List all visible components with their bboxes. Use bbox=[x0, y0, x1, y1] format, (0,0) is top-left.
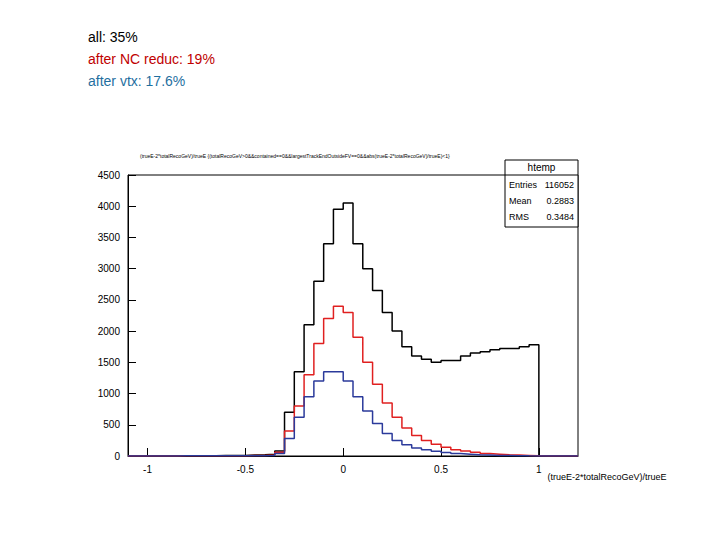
svg-text:after NC reduc: 19%: after NC reduc: 19% bbox=[88, 51, 215, 67]
svg-text:4500: 4500 bbox=[98, 170, 121, 181]
svg-text:htemp: htemp bbox=[528, 162, 556, 173]
svg-text:1: 1 bbox=[536, 464, 542, 475]
svg-text:RMS: RMS bbox=[509, 212, 529, 222]
svg-text:-0.5: -0.5 bbox=[237, 464, 255, 475]
svg-text:500: 500 bbox=[103, 419, 120, 430]
svg-text:1500: 1500 bbox=[98, 357, 121, 368]
svg-text:1000: 1000 bbox=[98, 388, 121, 399]
svg-text:116052: 116052 bbox=[545, 180, 574, 190]
svg-text:0: 0 bbox=[340, 464, 346, 475]
svg-text:(trueE-2*totalRecoGeV)/trueE: (trueE-2*totalRecoGeV)/trueE bbox=[548, 472, 667, 482]
svg-text:3500: 3500 bbox=[98, 232, 121, 243]
svg-text:after vtx: 17.6%: after vtx: 17.6% bbox=[88, 73, 185, 89]
svg-text:0: 0 bbox=[114, 451, 120, 462]
svg-text:0.3484: 0.3484 bbox=[546, 212, 574, 222]
svg-text:3000: 3000 bbox=[98, 263, 121, 274]
svg-text:-1: -1 bbox=[143, 464, 152, 475]
svg-text:2000: 2000 bbox=[98, 326, 121, 337]
svg-text:Entries: Entries bbox=[509, 180, 538, 190]
svg-text:all: 35%: all: 35% bbox=[88, 29, 138, 45]
svg-text:0.2883: 0.2883 bbox=[546, 196, 574, 206]
svg-text:(trueE-2*totalRecoGeV)/trueE {: (trueE-2*totalRecoGeV)/trueE {(totalReco… bbox=[140, 153, 450, 159]
svg-text:4000: 4000 bbox=[98, 201, 121, 212]
svg-text:Mean: Mean bbox=[509, 196, 532, 206]
svg-text:0.5: 0.5 bbox=[434, 464, 448, 475]
svg-text:2500: 2500 bbox=[98, 294, 121, 305]
